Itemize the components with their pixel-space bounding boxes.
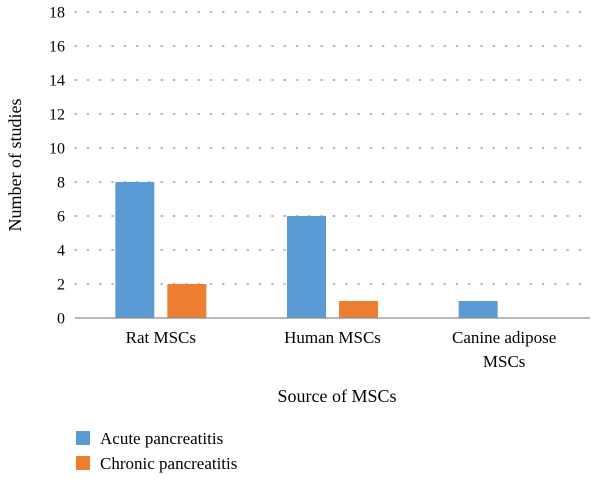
x-axis-title: Source of MSCs (277, 386, 396, 406)
y-tick-label: 18 (49, 5, 65, 22)
bars (115, 182, 498, 318)
y-tick-label: 0 (57, 311, 65, 328)
y-axis-title: Number of studies (5, 99, 25, 232)
bar-chronic-pancreatitis-1 (339, 301, 378, 318)
y-tick-label: 6 (57, 209, 65, 226)
y-tick-label: 4 (57, 243, 65, 260)
y-tick-label: 12 (49, 107, 65, 124)
y-axis-ticks: 0 2 4 6 8 10 12 14 16 18 (49, 5, 65, 328)
legend: Acute pancreatitis Chronic pancreatitis (76, 429, 237, 473)
bar-acute-pancreatitis-2 (458, 301, 498, 318)
x-category-label: Canine adipose (452, 328, 556, 347)
x-category-label: Rat MSCs (126, 328, 196, 347)
x-axis-categories: Rat MSCs Human MSCs Canine adipose MSCs (126, 328, 557, 371)
x-category-label: Human MSCs (284, 328, 381, 347)
y-tick-label: 16 (49, 39, 65, 56)
y-tick-label: 10 (49, 141, 65, 158)
legend-label: Chronic pancreatitis (100, 454, 237, 473)
y-tick-label: 14 (49, 73, 65, 90)
bar-chronic-pancreatitis-0 (167, 284, 207, 318)
y-tick-label: 8 (57, 175, 65, 192)
y-tick-label: 2 (57, 277, 65, 294)
legend-label: Acute pancreatitis (100, 429, 223, 448)
legend-swatch (76, 456, 90, 470)
legend-swatch (76, 431, 90, 445)
bar-acute-pancreatitis-1 (287, 216, 326, 318)
x-category-label: MSCs (483, 352, 526, 371)
gridlines (74, 11, 591, 285)
bar-acute-pancreatitis-0 (115, 182, 155, 318)
